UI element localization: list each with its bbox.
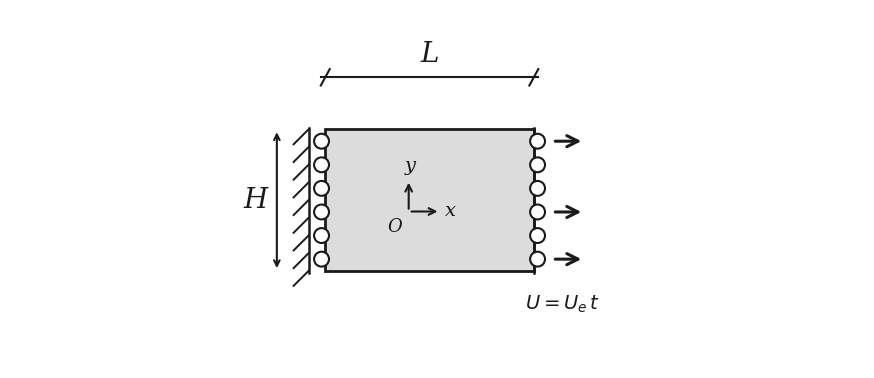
Circle shape [314,134,329,149]
Circle shape [531,228,545,243]
Circle shape [314,157,329,172]
Text: L: L [420,41,439,68]
Bar [325,129,534,271]
Circle shape [531,204,545,219]
Text: H: H [243,187,267,214]
Text: y: y [405,157,416,175]
Circle shape [531,252,545,266]
Circle shape [531,157,545,172]
Text: x: x [445,203,456,220]
Text: O: O [387,218,402,236]
Circle shape [531,134,545,149]
Circle shape [314,181,329,196]
Circle shape [314,252,329,266]
Circle shape [314,204,329,219]
Circle shape [314,228,329,243]
Circle shape [531,181,545,196]
Text: $U = U_e\,t$: $U = U_e\,t$ [524,293,600,314]
